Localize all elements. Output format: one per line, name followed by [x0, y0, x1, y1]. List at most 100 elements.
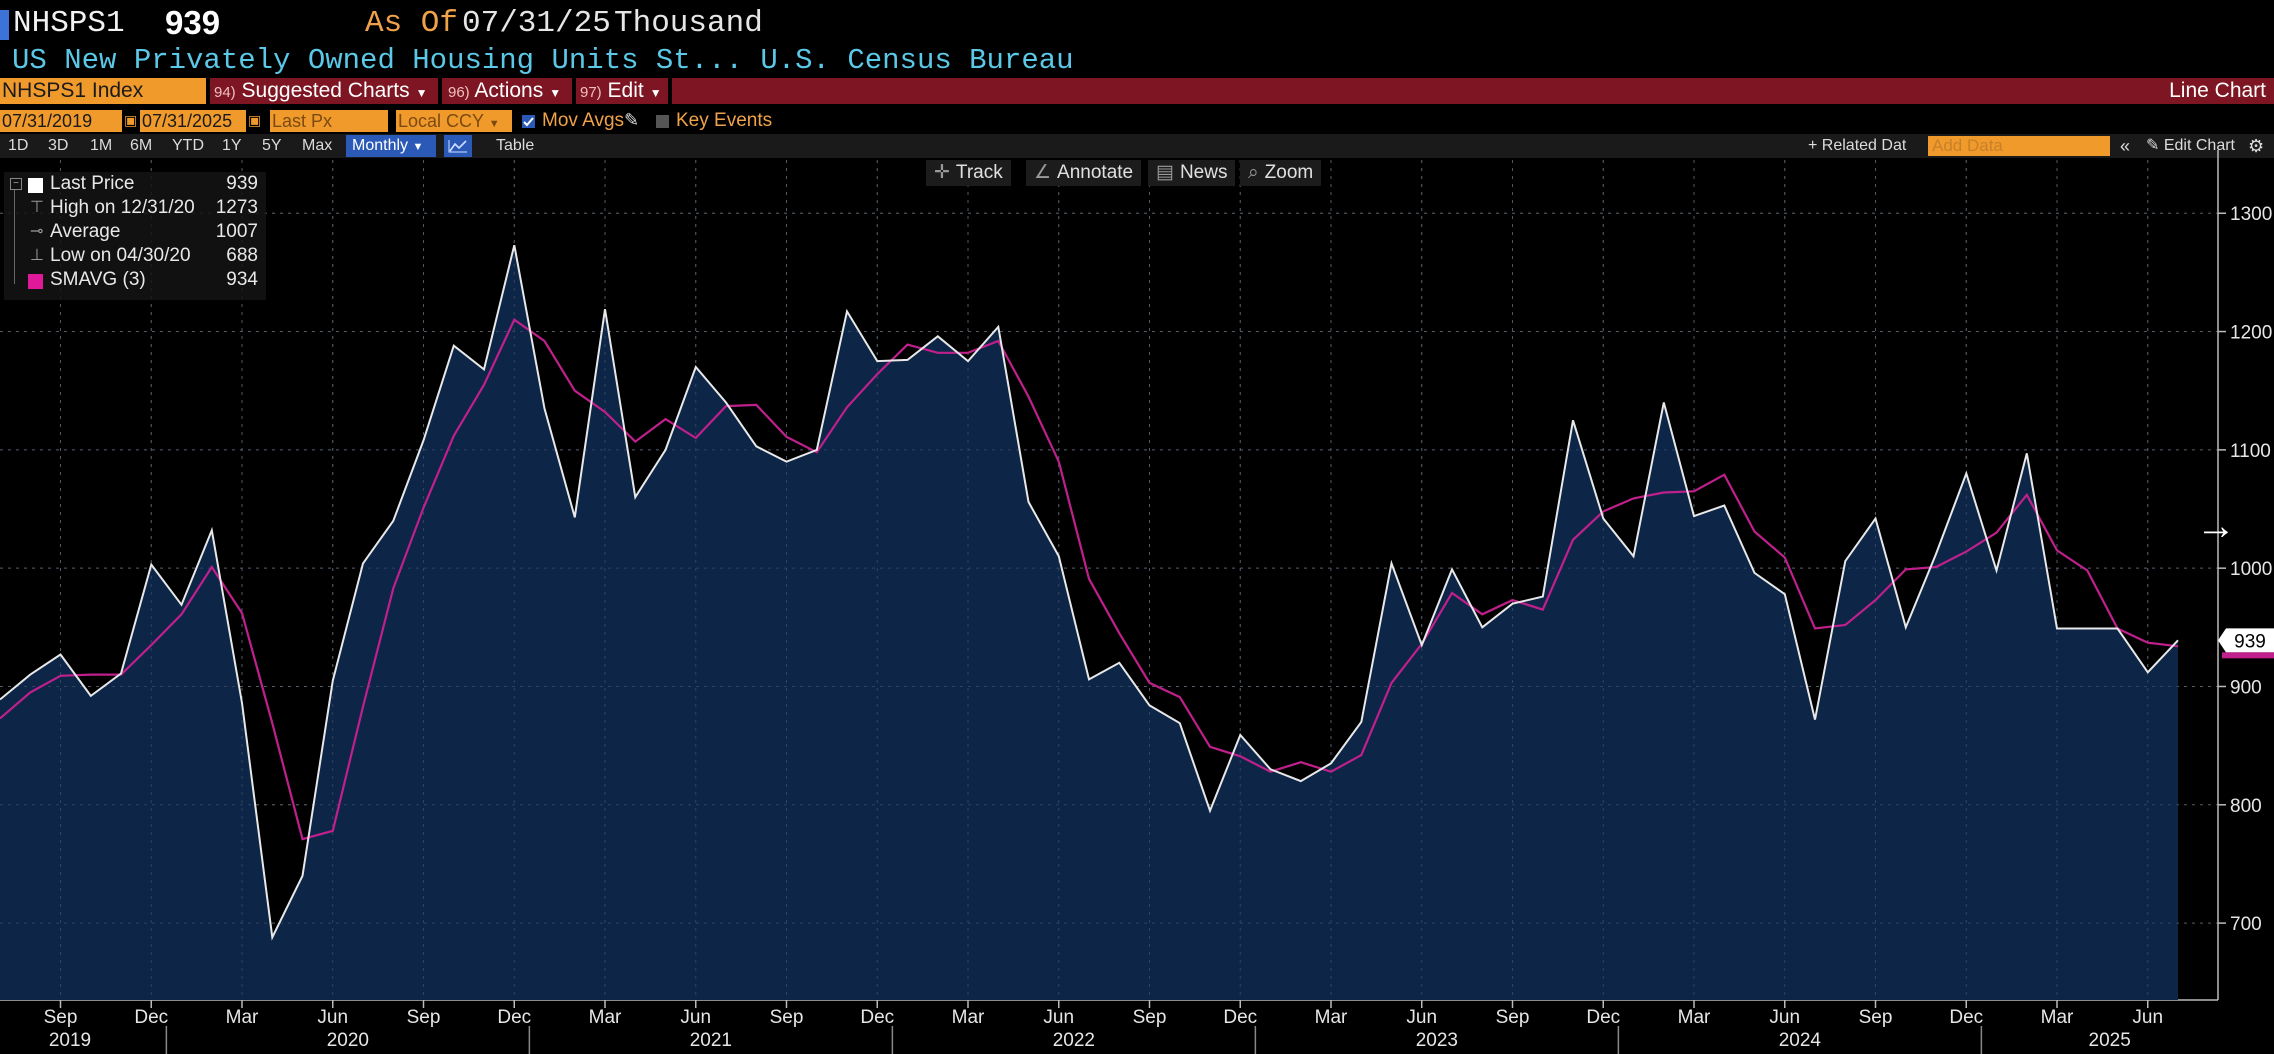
- year-label: 2019: [49, 1030, 91, 1051]
- period-button-1d[interactable]: 1D: [8, 137, 29, 154]
- chart-type-label[interactable]: Line Chart: [2169, 79, 2266, 102]
- x-tick-label: Dec: [860, 1007, 894, 1028]
- chart-legend[interactable]: − Last Price 939 ⊤ High on 12/31/20 1273…: [4, 172, 266, 300]
- menu-bar: [0, 78, 2274, 104]
- x-tick-label: Dec: [497, 1007, 531, 1028]
- track-label: Track: [955, 162, 1003, 183]
- x-tick-label: Jun: [1043, 1007, 1074, 1028]
- mov-avgs-checkbox[interactable]: [522, 115, 535, 128]
- legend-low: ⊥ Low on 04/30/20 688: [4, 244, 266, 268]
- related-data-button[interactable]: + Related Dat: [1808, 137, 1907, 154]
- period-button-6m[interactable]: 6M: [130, 137, 153, 154]
- key-events-label[interactable]: Key Events: [676, 110, 773, 131]
- legend-smavg: SMAVG (3) 934: [4, 268, 266, 292]
- zoom-button[interactable]: ⌕ Zoom: [1240, 160, 1322, 186]
- actions-menu[interactable]: 96) Actions ▼: [448, 78, 561, 104]
- unit-label: Thousand: [614, 6, 763, 41]
- security-index-field[interactable]: NHSPS1 Index: [0, 78, 206, 104]
- annotate-label: Annotate: [1057, 162, 1134, 183]
- y-tick-label: 1000: [2230, 559, 2272, 580]
- collapse-legend-icon[interactable]: −: [10, 178, 22, 190]
- legend-value: 1007: [215, 221, 258, 242]
- x-tick-label: Jun: [2132, 1007, 2163, 1028]
- period-button-1y[interactable]: 1Y: [222, 137, 242, 154]
- security-header: [0, 0, 2274, 78]
- x-tick-label: Sep: [1496, 1007, 1530, 1028]
- x-tick-label: Mar: [1678, 1007, 1711, 1028]
- crosshair-icon: ✛: [934, 162, 950, 183]
- x-tick-label: Mar: [589, 1007, 622, 1028]
- period-button-ytd[interactable]: YTD: [172, 137, 204, 154]
- menu-separator: [206, 78, 210, 104]
- suggested-charts-menu[interactable]: 94) Suggested Charts ▼: [214, 78, 428, 104]
- table-button[interactable]: Table: [496, 137, 535, 154]
- edit-chart-button[interactable]: ✎ Edit Chart: [2146, 134, 2235, 158]
- ticker-symbol[interactable]: NHSPS1: [13, 6, 125, 41]
- edit-menu[interactable]: 97) Edit ▼: [580, 78, 662, 104]
- y-tick-label: 900: [2230, 677, 2262, 698]
- news-button[interactable]: ▤ News: [1148, 160, 1236, 186]
- chart-style-button[interactable]: [444, 135, 472, 157]
- year-label: 2023: [1416, 1030, 1458, 1051]
- suggested-charts-label: Suggested Charts: [241, 79, 410, 102]
- frequency-select[interactable]: Monthly ▼: [346, 135, 436, 157]
- x-tick-label: Dec: [1586, 1007, 1620, 1028]
- news-label: News: [1179, 162, 1228, 183]
- legend-label: High on 12/31/20: [50, 197, 195, 218]
- y-tick-label: 700: [2230, 914, 2262, 935]
- collapse-icon[interactable]: «: [2120, 136, 2131, 156]
- pencil-icon: ✎: [2146, 137, 2160, 154]
- arrow-right-icon[interactable]: →: [2196, 504, 2236, 548]
- start-date-value: 07/31/2019: [2, 111, 93, 131]
- legend-swatch: [28, 274, 43, 289]
- price-area: [0, 245, 2178, 1000]
- annotate-icon: ∠: [1034, 162, 1052, 183]
- key-events-checkbox[interactable]: [656, 115, 669, 128]
- period-button-5y[interactable]: 5Y: [262, 137, 282, 154]
- x-tick-label: Jun: [1769, 1007, 1800, 1028]
- edit-number: 97): [580, 84, 602, 101]
- y-tick-label: 1300: [2230, 204, 2272, 225]
- legend-label: Low on 04/30/20: [50, 245, 191, 266]
- calendar-icon[interactable]: ▣: [248, 112, 262, 128]
- checkmark-icon: [523, 117, 534, 127]
- start-date-field[interactable]: 07/31/2019: [0, 110, 122, 132]
- chevron-down-icon: ▼: [488, 118, 500, 130]
- mov-avgs-label[interactable]: Mov Avgs: [542, 110, 625, 131]
- end-date-field[interactable]: 07/31/2025: [140, 110, 246, 132]
- calendar-icon[interactable]: ▣: [124, 112, 138, 128]
- menu-separator: [572, 78, 576, 104]
- period-button-max[interactable]: Max: [302, 137, 333, 154]
- currency-value: Local CCY: [398, 111, 484, 131]
- x-tick-label: Dec: [134, 1007, 168, 1028]
- y-tick-label: 800: [2230, 796, 2262, 817]
- legend-value: 939: [226, 173, 258, 194]
- legend-label: Last Price: [50, 173, 135, 194]
- x-tick-label: Mar: [1315, 1007, 1348, 1028]
- x-tick-label: Sep: [1859, 1007, 1893, 1028]
- legend-tree-line: [14, 190, 15, 284]
- period-button-1m[interactable]: 1M: [90, 137, 113, 154]
- legend-value: 934: [226, 269, 258, 290]
- smavg-line: [0, 318, 2179, 841]
- chevron-down-icon: ▼: [415, 86, 428, 100]
- year-label: 2021: [690, 1030, 732, 1051]
- legend-value: 688: [226, 245, 258, 266]
- x-tick-label: Dec: [1949, 1007, 1983, 1028]
- gear-icon[interactable]: ⚙: [2248, 136, 2265, 156]
- price-field-select[interactable]: Last Px: [270, 110, 388, 132]
- zoom-icon: ⌕: [1248, 162, 1259, 183]
- chevron-down-icon: ▼: [412, 141, 424, 153]
- track-button[interactable]: ✛ Track: [926, 160, 1011, 186]
- year-label: 2025: [2089, 1030, 2131, 1051]
- pencil-icon[interactable]: ✎: [624, 110, 640, 130]
- add-data-input[interactable]: Add Data: [1928, 136, 2110, 156]
- y-tick-label: 1200: [2230, 323, 2272, 344]
- currency-select[interactable]: Local CCY ▼: [396, 110, 512, 132]
- period-button-3d[interactable]: 3D: [48, 137, 69, 154]
- smavg-value-tag: [2222, 652, 2274, 659]
- x-tick-label: Mar: [226, 1007, 259, 1028]
- annotate-button[interactable]: ∠ Annotate: [1026, 160, 1142, 186]
- price-field-value: Last Px: [272, 111, 333, 131]
